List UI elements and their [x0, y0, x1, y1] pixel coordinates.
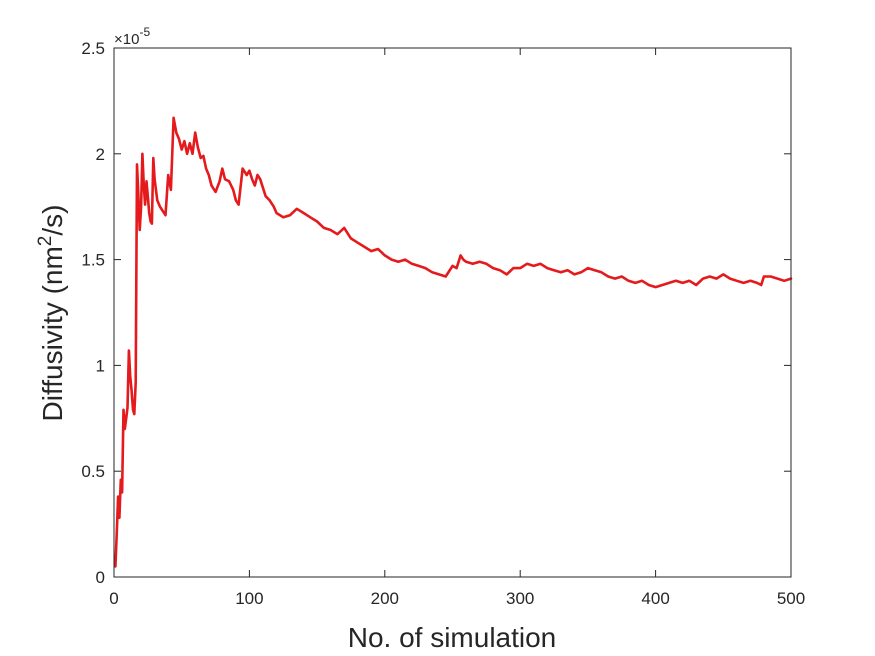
x-tick-label: 0 [109, 589, 118, 608]
y-tick-label: 1.5 [81, 251, 105, 270]
y-tick-label: 2.5 [81, 39, 105, 58]
x-tick-label: 500 [777, 589, 805, 608]
y-axis-title-superscript: 2 [35, 236, 56, 247]
series-group [114, 116, 793, 568]
y-tick-label: 1 [96, 356, 105, 375]
plot-box [113, 47, 792, 578]
y-tick-label: 0.5 [81, 462, 105, 481]
x-tick-label: 400 [641, 589, 669, 608]
y-axis-title: Diffusivity (nm2/s) [35, 205, 68, 422]
y-exponent-base: ×10 [114, 31, 139, 48]
y-tick-label: 2 [96, 145, 105, 164]
y-tick-label: 0 [96, 568, 105, 587]
plot-area [114, 48, 791, 577]
y-exponent-label: ×10-5 [114, 25, 150, 48]
x-axis-title: No. of simulation [348, 622, 557, 653]
y-axis-title-main: Diffusivity (nm [37, 246, 68, 421]
tick-labels: 0 100 200 300 400 500 0 0.5 1 1.5 2 2.5 [81, 39, 805, 608]
series-line-0 [114, 116, 793, 568]
x-tick-label: 300 [506, 589, 534, 608]
x-tick-label: 100 [235, 589, 263, 608]
y-axis-title-end: /s) [37, 205, 68, 236]
y-exponent-power: -5 [139, 25, 150, 39]
x-tick-label: 200 [371, 589, 399, 608]
